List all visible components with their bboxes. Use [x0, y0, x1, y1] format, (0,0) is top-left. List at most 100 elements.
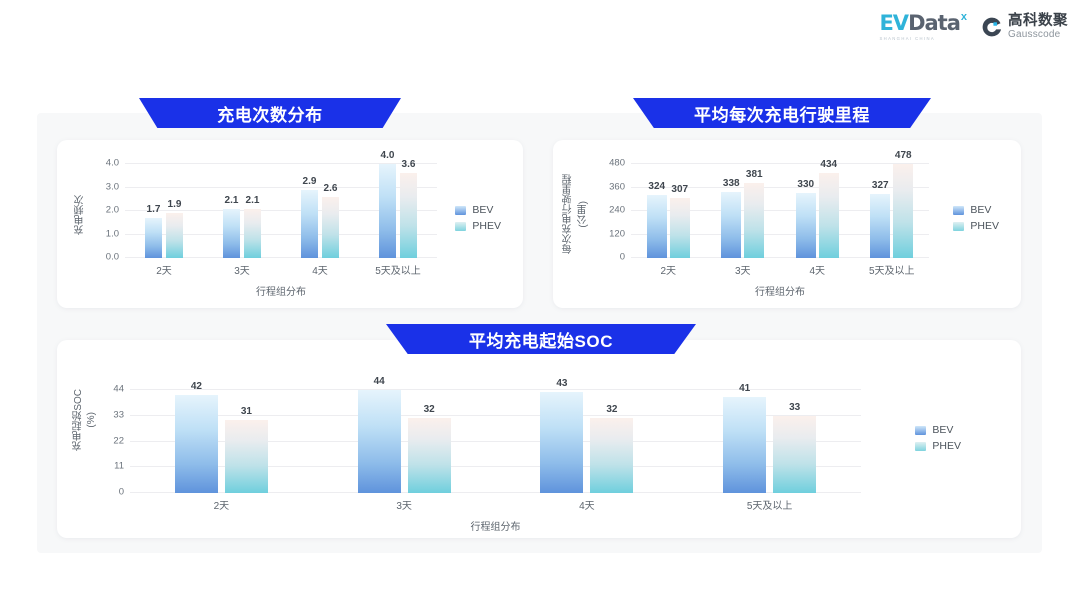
bar-groups: 1.7 1.9 2.1 2.1 2.9 2.6 4.0 3.6	[125, 150, 437, 258]
legend-swatch-icon	[455, 221, 467, 231]
x-axis-ticks: 2天 3天 4天 5天及以上	[125, 262, 437, 277]
bar-phev[interactable]: 434	[818, 159, 839, 258]
bar-phev[interactable]: 1.9	[166, 164, 183, 258]
bar-phev[interactable]: 2.1	[244, 164, 261, 258]
bar-rect	[744, 183, 765, 258]
bar-phev[interactable]: 381	[744, 164, 765, 258]
x-axis-tick-label: 4天	[809, 266, 826, 277]
bar-group: 1.7 1.9	[125, 164, 203, 258]
legend: BEV PHEV	[915, 424, 961, 452]
legend-item-phev[interactable]: PHEV	[915, 440, 961, 452]
bar-phev[interactable]: 32	[590, 390, 634, 493]
bar-phev[interactable]: 478	[893, 150, 914, 258]
gridline: 1.0	[106, 228, 437, 239]
y-axis-tick-label: 2.0	[105, 204, 119, 216]
bar-rect	[174, 394, 218, 493]
legend-swatch-icon	[915, 441, 927, 451]
legend-item-bev[interactable]: BEV	[455, 204, 501, 216]
bar-bev[interactable]: 4.0	[379, 150, 396, 258]
bar-value-label: 381	[745, 169, 763, 181]
bar-bev[interactable]: 42	[174, 381, 218, 493]
gausscode-cn-name: 高科数聚	[1008, 12, 1068, 29]
y-axis-tick-label: 0	[619, 251, 625, 263]
bar-bev[interactable]: 338	[721, 164, 742, 258]
bar-value-label: 2.6	[323, 182, 338, 194]
y-axis-title: 充电频次	[74, 195, 86, 235]
y-axis-tick-label: 33	[113, 409, 124, 421]
bar-group: 324 307	[631, 164, 706, 258]
gridline: 22	[113, 435, 861, 446]
bar-phev[interactable]: 2.6	[322, 164, 339, 258]
legend-item-bev[interactable]: BEV	[915, 424, 961, 436]
gridline: 360	[609, 181, 929, 192]
legend-item-phev[interactable]: PHEV	[455, 220, 501, 232]
legend-item-phev[interactable]: PHEV	[953, 220, 999, 232]
chart-title-banner-avg-distance: 平均每次充电行驶里程	[633, 98, 931, 128]
bar-rect	[357, 390, 401, 493]
plot-area: 0 120 240 360 480 324 307 338 381 330 434 327 478	[609, 150, 929, 263]
legend-swatch-icon	[953, 205, 965, 215]
bar-rect	[870, 193, 891, 258]
bar-rect	[893, 164, 914, 258]
bar-value-label: 434	[820, 159, 838, 171]
bar-rect	[818, 173, 839, 258]
bar-value-label: 32	[423, 404, 435, 416]
plot-area: 0 11 22 33 44 42 31 44 32 43 32 41 33	[113, 376, 861, 498]
legend-swatch-icon	[953, 221, 965, 231]
chart-title-text: 平均充电起始SOC	[468, 331, 614, 351]
bar-value-label: 44	[373, 376, 385, 387]
gausscode-mark-icon	[981, 16, 1003, 38]
bar-rect	[223, 208, 240, 258]
bar-rect	[540, 392, 584, 493]
legend-swatch-icon	[915, 425, 927, 435]
x-axis-title: 行程组分布	[256, 287, 306, 298]
bar-bev[interactable]: 324	[646, 164, 667, 258]
y-axis-tick-label: 4.0	[105, 157, 119, 169]
bar-bev[interactable]: 330	[795, 164, 816, 258]
x-axis-tick-label: 3天	[396, 501, 412, 512]
bar-value-label: 1.9	[167, 199, 182, 211]
x-axis-tick-label: 2天	[660, 266, 677, 277]
bar-rect	[721, 191, 742, 258]
evdata-tagline: SHANGHAI CHINA	[879, 36, 936, 41]
bar-group: 4.0 3.6	[359, 150, 437, 258]
bar-rect	[646, 194, 667, 258]
gridline: 240	[609, 205, 929, 216]
bar-value-label: 327	[871, 179, 889, 191]
bar-value-label: 32	[606, 404, 618, 416]
bar-value-label: 33	[789, 401, 801, 413]
chart-avg-start-soc: 充电起始SOC (%) 0 11 22 33 44 42 31 44 32 43 32 41 33 2天…	[57, 340, 1021, 538]
bar-bev[interactable]: 2.1	[223, 164, 240, 258]
bar-bev[interactable]: 44	[357, 376, 401, 493]
bar-value-label: 1.7	[146, 204, 161, 216]
bar-phev[interactable]: 33	[773, 390, 817, 493]
x-axis-tick-label: 5天及以上	[746, 501, 793, 512]
bar-value-label: 3.6	[401, 159, 416, 171]
legend-label: PHEV	[932, 440, 961, 452]
bar-phev[interactable]: 3.6	[400, 159, 417, 258]
bar-bev[interactable]: 327	[870, 164, 891, 258]
gausscode-text: 高科数聚 Gausscode	[1008, 14, 1068, 41]
bar-bev[interactable]: 2.9	[301, 164, 318, 258]
evdata-data-text: Data	[908, 11, 961, 35]
bar-phev[interactable]: 307	[669, 164, 690, 258]
bar-value-label: 2.9	[302, 175, 317, 187]
bar-bev[interactable]: 43	[540, 378, 584, 493]
legend-item-bev[interactable]: BEV	[953, 204, 999, 216]
bar-value-label: 307	[671, 183, 689, 195]
legend-label: BEV	[970, 204, 992, 216]
evdata-logo: EV Data x SHANGHAI CHINA	[879, 11, 967, 41]
bar-bev[interactable]: 41	[723, 383, 767, 493]
legend-swatch-icon	[455, 205, 467, 215]
x-axis-tick-label: 4天	[579, 501, 595, 512]
bar-value-label: 31	[240, 406, 252, 418]
legend: BEV PHEV	[953, 204, 999, 232]
bar-value-label: 43	[556, 378, 568, 390]
bar-bev[interactable]: 1.7	[145, 164, 162, 258]
bar-phev[interactable]: 32	[407, 390, 451, 493]
gridline: 120	[609, 228, 929, 239]
bar-value-label: 2.1	[224, 194, 239, 206]
evdata-superscript-icon: x	[960, 11, 967, 23]
bar-phev[interactable]: 31	[224, 390, 268, 493]
bar-value-label: 42	[190, 380, 202, 392]
